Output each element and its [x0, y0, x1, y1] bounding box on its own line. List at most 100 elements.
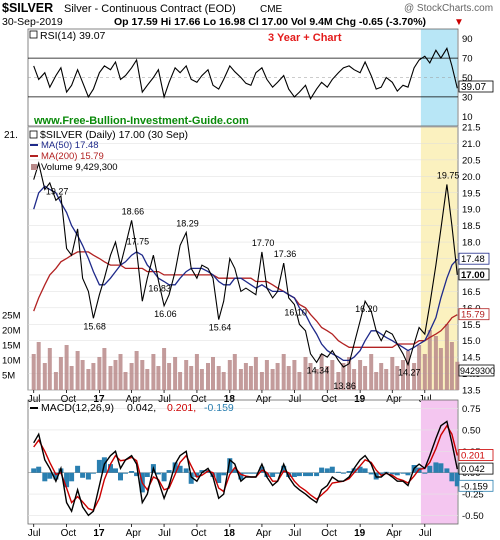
macd-histogram-bar — [166, 470, 172, 473]
x-axis-label: Jul — [158, 394, 171, 405]
volume-bar — [297, 372, 302, 390]
macd-histogram-bar — [188, 472, 194, 484]
volume-bar — [444, 324, 449, 390]
macd-histogram-bar — [275, 472, 281, 474]
volume-bar — [58, 357, 63, 390]
x-axis-label: Oct — [321, 528, 337, 539]
macd-histogram-bar — [308, 472, 313, 477]
price-annotation: 19.75 — [437, 171, 460, 181]
volume-bar — [341, 363, 346, 390]
volume-bar — [303, 357, 308, 390]
volume-bar — [264, 360, 269, 390]
price-annotation: 18.66 — [122, 206, 145, 216]
volume-label: Volume 9,429,300 — [41, 162, 118, 173]
macd-last-box — [458, 449, 494, 461]
rsi-tick-label: 10 — [462, 112, 473, 123]
macd-histogram-bar — [216, 472, 222, 483]
ohlc-summary: Op 17.59 Hi 17.66 Lo 16.98 Cl 17.00 Vol … — [114, 16, 426, 28]
volume-bar — [281, 354, 286, 390]
volume-bar — [352, 369, 357, 390]
macd-histogram-bar — [64, 472, 70, 488]
macd-histogram-bar — [113, 468, 118, 473]
macd-histogram-bar — [75, 465, 81, 473]
macd-histogram-bar — [346, 471, 352, 473]
macd-tick-label: -0.25 — [462, 490, 484, 501]
rsi-tick-label: 30 — [462, 92, 473, 103]
rsi-label: RSI(14) 39.07 — [40, 30, 106, 42]
macd-histogram-bar — [183, 468, 189, 473]
x-axis-label: Oct — [61, 394, 77, 405]
volume-bar — [42, 363, 47, 390]
macd-x-axis: Jul Oct 17 Apr Jul Oct 18 Apr Jul Oct 19 Apr Jul — [28, 524, 432, 539]
volume-bar — [253, 357, 258, 390]
macd-histogram-bar — [36, 466, 42, 473]
macd-last-box — [458, 462, 494, 475]
macd-histogram-bar — [314, 472, 320, 477]
volume-tick-label: 5M — [2, 371, 15, 382]
volume-bar — [417, 345, 422, 390]
macd-line — [33, 420, 458, 517]
volume-bar — [123, 372, 128, 390]
volume-bar — [227, 360, 232, 390]
price-tick-label: 20.5 — [462, 155, 481, 166]
rsi-last-value: 39.07 — [461, 82, 486, 93]
x-axis-label: Apr — [256, 394, 272, 405]
histogram-value: -0.159 — [204, 402, 234, 414]
macd-histogram-bar — [80, 472, 86, 478]
macd-histogram-bar — [454, 472, 460, 487]
volume-bar — [384, 369, 389, 390]
price-last-label: 17.48 — [461, 254, 485, 265]
volume-bar — [319, 354, 324, 390]
volume-bar — [433, 336, 438, 390]
volume-bar — [449, 342, 454, 390]
macd-histogram-bar — [108, 464, 113, 473]
macd-histogram-bar — [340, 472, 346, 474]
price-annotation: 17.70 — [252, 238, 275, 248]
change-down-icon: ▼ — [454, 17, 464, 28]
rsi-panel-frame — [27, 28, 459, 127]
macd-histogram-bar — [400, 472, 406, 474]
volume-bar — [151, 354, 156, 390]
volume-bar — [189, 366, 194, 390]
volume-bar — [108, 366, 113, 390]
volume-bar — [162, 348, 167, 390]
signal-value: 0.201, — [167, 402, 196, 414]
price-annotation: 17.75 — [127, 236, 150, 246]
volume-bar — [379, 363, 384, 390]
volume-bar — [438, 348, 443, 390]
macd-histogram-bar — [444, 468, 450, 473]
macd-histogram-bar — [335, 471, 341, 473]
volume-bar — [134, 351, 139, 390]
volume-bar — [308, 363, 313, 390]
volume-bar — [53, 372, 58, 390]
volume-bar — [156, 366, 161, 390]
macd-panel-frame — [27, 399, 459, 525]
macd-histogram-bar — [177, 465, 183, 473]
volume-bar — [232, 354, 237, 390]
volume-bar — [406, 351, 410, 390]
ma50-line — [33, 185, 458, 362]
macd-label: MACD(12,26,9) — [41, 402, 114, 414]
price-last-box — [458, 252, 490, 265]
volume-bar — [97, 357, 102, 390]
volume-tick-label: 20M — [2, 326, 21, 337]
volume-bar — [390, 357, 395, 390]
price-annotation: 14.27 — [398, 368, 421, 378]
x-axis-label: Oct — [191, 528, 207, 539]
price-annotation: 14.34 — [307, 365, 330, 375]
price-tick-label: 18.5 — [462, 221, 481, 232]
macd-histogram-bar — [221, 472, 227, 476]
site-link[interactable]: www.Free-Bullion-Investment-Guide.com — [33, 115, 249, 127]
macd-histogram-bar — [362, 468, 368, 473]
price-x-axis: Jul Oct 17 Apr Jul Oct 18 Apr Jul Oct 19 Apr Jul — [28, 390, 432, 405]
volume-bar — [199, 369, 204, 390]
volume-legend-swatch — [31, 164, 37, 170]
macd-histogram-bar — [422, 472, 428, 474]
price-last-label: 15.79 — [461, 310, 485, 321]
macd-histogram-bar — [227, 458, 233, 473]
x-axis-label: Apr — [386, 528, 402, 539]
price-annotation: 16.06 — [154, 309, 177, 319]
price-annotation: 13.86 — [333, 381, 356, 391]
price-tick-label: 15.5 — [462, 320, 481, 331]
volume-bar — [243, 363, 248, 390]
